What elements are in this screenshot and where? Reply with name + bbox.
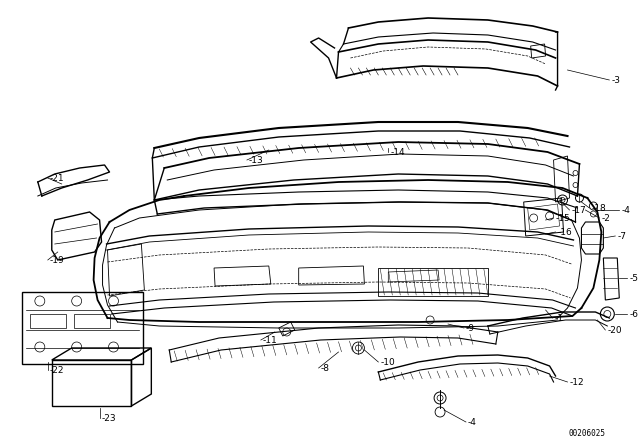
Text: -14: -14 xyxy=(390,147,405,156)
Text: -21: -21 xyxy=(50,173,65,182)
Text: -6: -6 xyxy=(629,310,638,319)
Text: -1: -1 xyxy=(555,314,564,323)
Text: -9: -9 xyxy=(466,323,475,332)
Text: -11: -11 xyxy=(263,336,278,345)
Text: -12: -12 xyxy=(570,378,584,387)
Text: -10: -10 xyxy=(380,358,395,366)
Text: -16: -16 xyxy=(557,228,572,237)
Text: -22: -22 xyxy=(50,366,64,375)
Text: -4: -4 xyxy=(621,206,630,215)
Text: -4: -4 xyxy=(468,418,477,426)
Text: -17: -17 xyxy=(572,206,586,215)
Text: 00206025: 00206025 xyxy=(568,429,605,438)
Text: -19: -19 xyxy=(50,255,65,264)
Text: -18: -18 xyxy=(591,203,606,212)
Text: -8: -8 xyxy=(321,363,330,372)
Text: -5: -5 xyxy=(629,273,638,283)
Text: -7: -7 xyxy=(618,232,627,241)
Text: -23: -23 xyxy=(102,414,116,422)
Text: -15: -15 xyxy=(556,214,570,223)
Text: -3: -3 xyxy=(611,76,620,85)
Text: -2: -2 xyxy=(602,214,610,223)
Text: -13: -13 xyxy=(249,155,264,164)
Text: -20: -20 xyxy=(607,326,622,335)
